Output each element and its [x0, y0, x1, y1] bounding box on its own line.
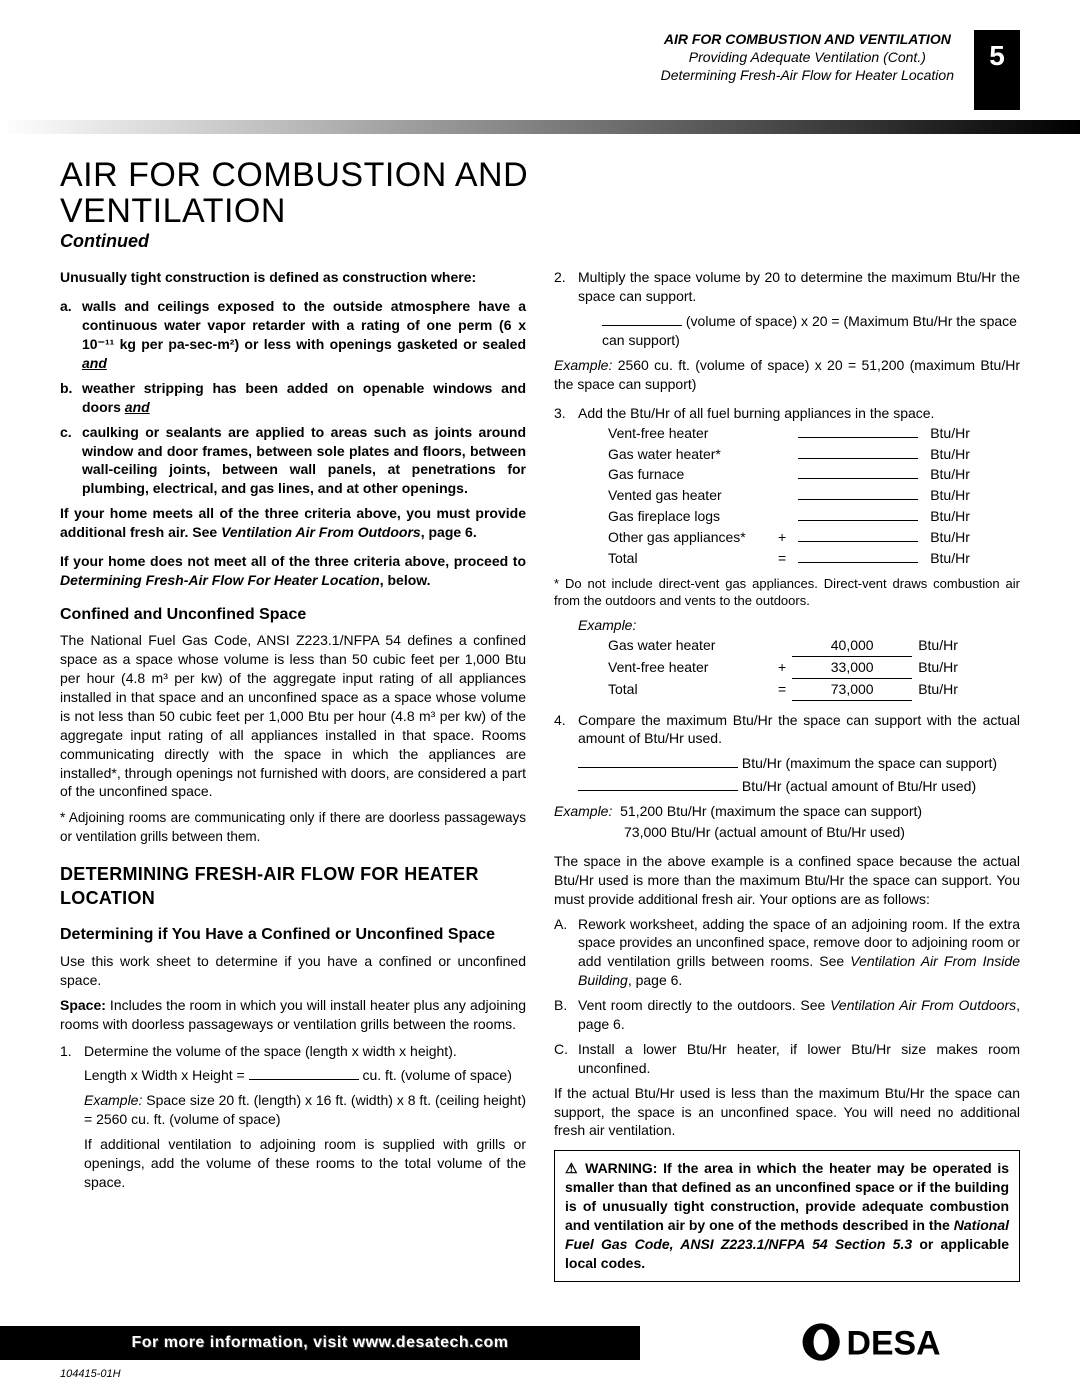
- footer-bar: For more information, visit www.desatech…: [0, 1326, 640, 1360]
- step-2-formula: (volume of space) x 20 = (Maximum Btu/Hr…: [602, 312, 1020, 350]
- step-1-additional: If additional ventilation to adjoining r…: [84, 1135, 526, 1192]
- svg-text:DESA: DESA: [847, 1324, 941, 1362]
- option-a: A.Rework worksheet, adding the space of …: [554, 915, 1020, 991]
- step-1: 1.Determine the volume of the space (len…: [60, 1042, 526, 1192]
- example-table: Gas water heater40,000Btu/Hr Vent-free h…: [602, 635, 967, 701]
- left-column: Unusually tight construction is defined …: [60, 268, 526, 1281]
- continued-label: Continued: [60, 231, 1020, 252]
- table-row: Vented gas heaterBtu/Hr: [602, 485, 979, 506]
- criteria-c: c. caulking or sealants are applied to a…: [60, 423, 526, 499]
- appliances-table: Vent-free heaterBtu/Hr Gas water heater*…: [602, 423, 979, 569]
- table-row: Other gas appliances*+Btu/Hr: [602, 527, 979, 548]
- warning-icon: ⚠: [565, 1160, 579, 1176]
- table-row: Gas fireplace logsBtu/Hr: [602, 506, 979, 527]
- header-line1: AIR FOR COMBUSTION AND VENTILATION: [661, 30, 954, 48]
- header-line2: Providing Adequate Ventilation (Cont.): [661, 48, 954, 66]
- confined-heading: Confined and Unconfined Space: [60, 604, 526, 626]
- direct-vent-note: * Do not include direct-vent gas applian…: [554, 575, 1020, 610]
- gradient-divider: [0, 120, 1080, 134]
- step-3: 3.Add the Btu/Hr of all fuel burning app…: [554, 404, 1020, 701]
- desa-logo: DESA: [800, 1320, 1020, 1364]
- example-label: Example:: [578, 616, 1020, 635]
- not-meets-text: If your home does not meet all of the th…: [60, 552, 526, 590]
- step-2: 2.Multiply the space volume by 20 to det…: [554, 268, 1020, 393]
- warning-box: ⚠ WARNING: If the area in which the heat…: [554, 1150, 1020, 1281]
- confined-result-para: The space in the above example is a conf…: [554, 852, 1020, 909]
- adjoining-note: * Adjoining rooms are communicating only…: [60, 809, 526, 845]
- header-line3: Determining Fresh-Air Flow for Heater Lo…: [661, 66, 954, 84]
- table-row: Vent-free heaterBtu/Hr: [602, 423, 979, 444]
- table-row: Total=73,000Btu/Hr: [602, 678, 967, 700]
- criteria-b: b. weather stripping has been added on o…: [60, 379, 526, 417]
- confined-para: The National Fuel Gas Code, ANSI Z223.1/…: [60, 631, 526, 801]
- page-number: 5: [974, 30, 1020, 110]
- step-1-formula: Length x Width x Height = cu. ft. (volum…: [84, 1066, 526, 1085]
- right-column: 2.Multiply the space volume by 20 to det…: [554, 268, 1020, 1281]
- option-c: C.Install a lower Btu/Hr heater, if lowe…: [554, 1040, 1020, 1078]
- step-2-example: Example: 2560 cu. ft. (volume of space) …: [554, 356, 1020, 394]
- document-id: 104415-01H: [60, 1368, 1080, 1400]
- option-b: B.Vent room directly to the outdoors. Se…: [554, 996, 1020, 1034]
- worksheet-intro: Use this work sheet to determine if you …: [60, 952, 526, 990]
- determining-heading: DETERMINING FRESH-AIR FLOW FOR HEATER LO…: [60, 862, 526, 911]
- criteria-a: a. walls and ceilings exposed to the out…: [60, 297, 526, 373]
- page-footer: For more information, visit www.desatech…: [0, 1326, 1080, 1400]
- table-row: Total=Btu/Hr: [602, 548, 979, 569]
- space-definition: Space: Includes the room in which you wi…: [60, 996, 526, 1034]
- step-4: 4.Compare the maximum Btu/Hr the space c…: [554, 711, 1020, 842]
- page-title: AIR FOR COMBUSTION AND VENTILATION: [60, 158, 1020, 229]
- determining-sub-heading: Determining if You Have a Confined or Un…: [60, 924, 526, 946]
- page-header: AIR FOR COMBUSTION AND VENTILATION Provi…: [0, 0, 1080, 120]
- table-row: Vent-free heater+33,000Btu/Hr: [602, 656, 967, 678]
- intro-text: Unusually tight construction is defined …: [60, 268, 526, 287]
- table-row: Gas water heater*Btu/Hr: [602, 444, 979, 465]
- header-text: AIR FOR COMBUSTION AND VENTILATION Provi…: [661, 30, 954, 85]
- meets-criteria-text: If your home meets all of the three crit…: [60, 504, 526, 542]
- table-row: Gas water heater40,000Btu/Hr: [602, 635, 967, 656]
- unconfined-para: If the actual Btu/Hr used is less than t…: [554, 1084, 1020, 1141]
- step-1-example: Example: Space size 20 ft. (length) x 16…: [84, 1091, 526, 1129]
- table-row: Gas furnaceBtu/Hr: [602, 464, 979, 485]
